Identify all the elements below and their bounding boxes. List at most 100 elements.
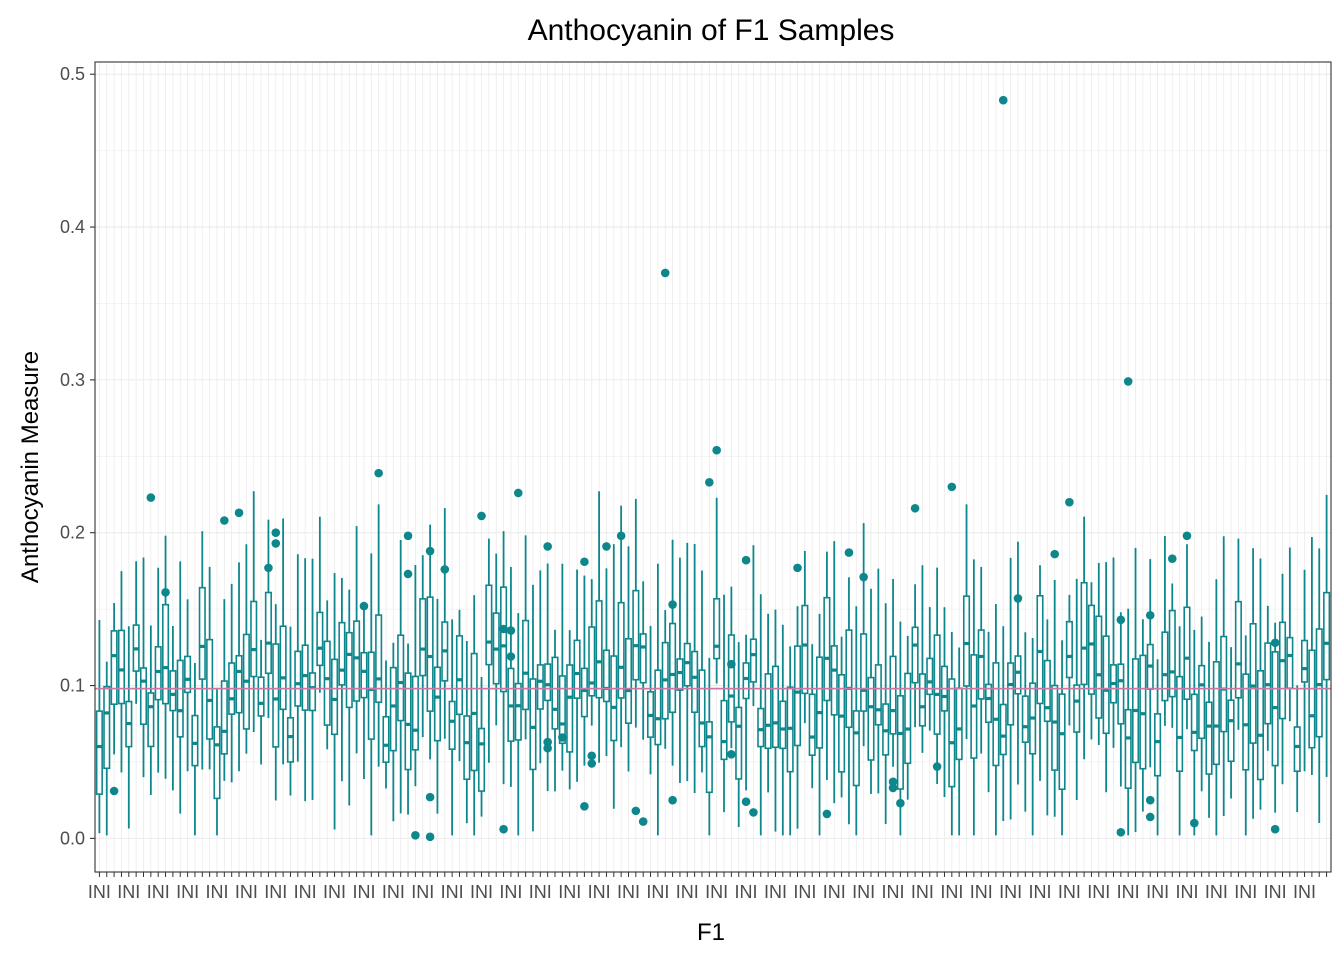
box-body — [103, 685, 111, 770]
box-body — [1073, 684, 1081, 733]
outlier-point — [910, 503, 920, 513]
outlier-point — [1116, 827, 1126, 837]
x-axis-tick-label: INI — [735, 882, 758, 902]
box-body — [323, 640, 331, 726]
box-body — [1176, 675, 1184, 772]
x-axis-tick-label: INI — [1264, 882, 1287, 902]
box-body — [793, 645, 802, 747]
outlier-point — [602, 542, 611, 551]
outlier-point — [947, 482, 957, 492]
box-body — [624, 637, 633, 724]
box-body — [874, 664, 882, 726]
box-body — [771, 665, 780, 749]
box-body — [852, 710, 860, 787]
x-axis: INI INI INI INI INI INI INI INI INI INI INI INI INI I… — [88, 872, 1328, 902]
outlier-point — [580, 557, 589, 567]
box-body — [345, 631, 353, 709]
outlier-point — [506, 652, 516, 661]
x-axis-tick-label: INI — [411, 882, 434, 902]
x-axis-tick-label: INI — [176, 882, 199, 902]
box-body — [911, 626, 919, 684]
box-body — [918, 673, 926, 727]
outlier-points — [109, 95, 1280, 842]
y-axis-title: Anthocyanin Measure — [17, 351, 44, 583]
box-body — [1087, 604, 1095, 695]
x-axis-tick-label: INI — [1293, 882, 1316, 902]
x-axis-tick-label: INI — [970, 882, 993, 902]
box-body — [272, 643, 280, 748]
outlier-point — [1190, 818, 1199, 828]
outlier-point — [1116, 615, 1126, 625]
panel-border — [94, 61, 1332, 873]
box-body — [757, 707, 765, 748]
box-body — [154, 646, 162, 701]
outlier-point — [638, 817, 648, 826]
y-axis-tick-label: 0.1 — [60, 676, 85, 696]
outlier-point — [580, 801, 589, 811]
x-axis-tick-label: INI — [88, 882, 111, 902]
y-axis-tick-label: 0.4 — [60, 217, 85, 237]
box-body — [411, 675, 419, 751]
outlier-point — [425, 832, 435, 842]
box-body — [1183, 606, 1191, 701]
box-body — [1124, 708, 1132, 789]
box-body — [815, 656, 824, 749]
box-body — [301, 644, 309, 711]
outlier-point — [822, 809, 832, 819]
box-body — [397, 634, 405, 722]
outlier-point — [998, 95, 1008, 105]
box-body — [382, 715, 390, 764]
outlier-point — [741, 797, 751, 806]
box-body — [191, 714, 199, 767]
outlier-point — [1145, 812, 1155, 822]
box-body — [433, 666, 441, 742]
box-body — [257, 676, 265, 717]
outlier-point — [727, 750, 736, 759]
y-axis: 0.0 0.1 0.2 0.3 0.4 0.5 — [60, 64, 95, 848]
box-body — [639, 633, 647, 684]
box-body — [250, 600, 258, 678]
outlier-point — [932, 762, 942, 771]
x-axis-tick-label: INI — [1028, 882, 1051, 902]
outlier-point — [844, 548, 854, 557]
outlier-point — [499, 624, 508, 634]
box-body — [617, 601, 625, 699]
box-body — [933, 634, 941, 735]
box-body — [977, 629, 985, 700]
box-body — [147, 692, 155, 748]
box-body — [1161, 631, 1169, 702]
box-body — [551, 656, 559, 730]
box-body — [727, 634, 735, 723]
chart-title: Anthocyanin of F1 Samples — [528, 14, 895, 47]
x-axis-tick-label: INI — [529, 882, 552, 902]
box-body — [896, 695, 904, 790]
x-axis-tick-label: INI — [294, 882, 317, 902]
outlier-point — [896, 798, 905, 808]
x-axis-tick-label: INI — [999, 882, 1022, 902]
x-axis-tick-label: INI — [911, 882, 934, 902]
outlier-point — [558, 733, 567, 742]
x-axis-tick-label: INI — [940, 882, 963, 902]
box-body — [1080, 581, 1088, 686]
y-axis-tick-label: 0.0 — [60, 828, 85, 848]
outlier-point — [749, 808, 758, 817]
box-body — [1095, 615, 1103, 719]
outlier-point — [1167, 554, 1177, 563]
outlier-point — [425, 546, 435, 556]
x-axis-tick-label: INI — [705, 882, 728, 902]
box-body — [1036, 594, 1044, 705]
box-body — [955, 687, 963, 761]
x-axis-tick-label: INI — [764, 882, 787, 902]
box-body — [1293, 726, 1301, 773]
y-axis-tick-label: 0.3 — [60, 370, 85, 390]
x-axis-tick-label: INI — [617, 882, 640, 902]
box-body — [95, 710, 103, 795]
box-body — [992, 662, 1000, 767]
x-axis-tick-label: INI — [1234, 882, 1257, 902]
x-axis-tick-label: INI — [323, 882, 346, 902]
outlier-point — [403, 531, 413, 541]
box-body — [500, 586, 508, 693]
box-body — [235, 654, 243, 714]
x-axis-tick-label: INI — [588, 882, 611, 902]
